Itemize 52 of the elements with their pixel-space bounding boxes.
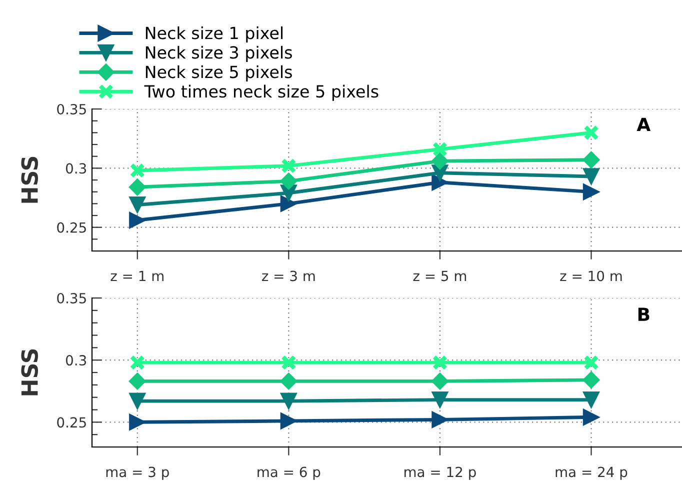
legend-label: Two times neck size 5 pixels <box>144 84 378 101</box>
x-tick-label: ma = 6 p <box>258 466 320 480</box>
point <box>432 174 448 191</box>
y-axis-title: HSS <box>21 349 38 396</box>
point <box>128 372 146 390</box>
point <box>432 411 448 428</box>
y-tick-label: 0.25 <box>57 222 86 233</box>
legend-label: Neck size 3 pixels <box>146 46 292 62</box>
point <box>129 212 146 229</box>
point <box>280 195 297 212</box>
point <box>129 196 146 214</box>
point <box>584 354 599 370</box>
y-axis-title: HSS <box>21 156 38 203</box>
point <box>582 371 600 388</box>
point <box>128 178 146 196</box>
point <box>432 391 448 408</box>
point <box>129 414 146 430</box>
annotation: A <box>636 118 651 132</box>
point <box>280 392 297 410</box>
y-tick-label: 0.35 <box>57 292 86 304</box>
point <box>582 408 600 426</box>
x-tick-label: z = 10 m <box>560 270 622 282</box>
point <box>582 151 600 168</box>
point <box>280 412 297 430</box>
point <box>582 184 600 200</box>
point <box>431 372 448 390</box>
point <box>582 391 600 408</box>
point <box>432 354 448 370</box>
x-tick-label: z = 3 m <box>262 270 315 282</box>
point <box>129 392 146 410</box>
y-tick-label: 0.3 <box>66 355 86 366</box>
legend-label: Neck size 5 pixels <box>146 65 292 82</box>
point <box>582 168 600 185</box>
point <box>130 162 146 178</box>
point <box>280 372 298 390</box>
point <box>280 172 298 190</box>
point <box>130 354 146 370</box>
point <box>281 354 296 370</box>
y-tick-label: 0.3 <box>66 163 86 174</box>
x-tick-label: z = 1 m <box>110 270 164 281</box>
x-tick-label: ma = 12 p <box>404 466 476 480</box>
point <box>584 125 599 140</box>
legend-label: Neck size 1 pixel <box>146 26 283 43</box>
point <box>431 152 448 170</box>
point <box>281 158 296 174</box>
y-tick-label: 0.35 <box>57 104 86 114</box>
point <box>432 142 448 157</box>
annotation: B <box>638 308 650 321</box>
x-tick-label: ma = 24 p <box>556 466 628 480</box>
y-tick-label: 0.25 <box>57 417 86 428</box>
x-tick-label: ma = 3 p <box>106 466 169 480</box>
x-tick-label: z = 5 m <box>413 270 466 282</box>
